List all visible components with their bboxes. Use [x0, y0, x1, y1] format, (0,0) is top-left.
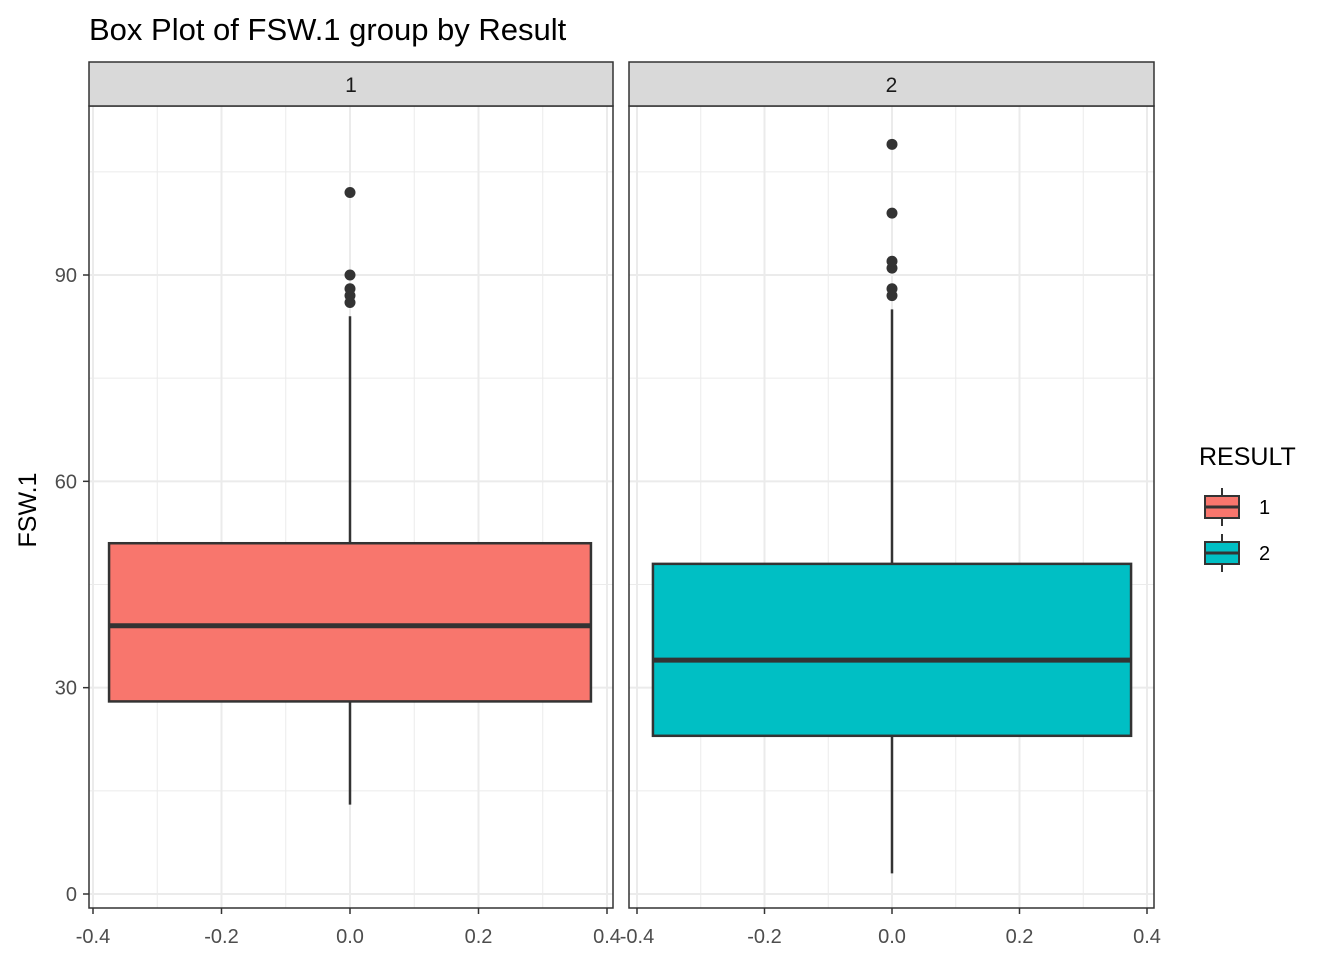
outlier-point — [886, 255, 898, 267]
y-axis-title: FSW.1 — [14, 472, 42, 547]
x-tick-label: -0.4 — [620, 926, 654, 948]
strip-background — [628, 61, 1155, 107]
legend-title: RESULT — [1199, 443, 1296, 471]
strip-label: 2 — [886, 74, 898, 97]
box-1 — [107, 541, 593, 703]
legend: RESULT 1 2 — [1199, 443, 1296, 572]
panel-2: 2 -0.4 -0.2 0.0 0.2 0.4 — [620, 61, 1161, 948]
y-tick-label: 90 — [55, 265, 77, 287]
x-tick-label: -0.2 — [204, 926, 238, 948]
y-tick-label: 60 — [55, 471, 77, 493]
outlier-point — [344, 186, 356, 198]
y-axis: 0 30 60 90 — [55, 265, 89, 906]
box-2 — [651, 562, 1133, 738]
legend-item-2: 2 — [1204, 534, 1270, 572]
legend-label: 2 — [1259, 543, 1270, 565]
x-tick-label: 0.4 — [1133, 926, 1161, 948]
outlier-point — [344, 269, 356, 281]
legend-item-1: 1 — [1204, 488, 1270, 526]
x-tick-label: 0.4 — [593, 926, 621, 948]
legend-label: 1 — [1259, 497, 1270, 519]
panel-1: 1 -0.4 -0.2 0.0 0.2 0.4 — [76, 61, 621, 948]
panels: 1 -0.4 -0.2 0.0 0.2 0.4 2 -0.4 -0.2 0.0 0.2 0.4 0 30 6… — [55, 61, 1161, 948]
x-tick-label: -0.4 — [76, 926, 110, 948]
x-tick-label: -0.2 — [747, 926, 781, 948]
x-tick-label: 0.0 — [336, 926, 364, 948]
x-tick-label: 0.2 — [1006, 926, 1034, 948]
x-tick-label: 0.2 — [465, 926, 493, 948]
outlier-point — [886, 207, 898, 219]
outlier-point — [886, 283, 898, 295]
x-tick-label: 0.0 — [878, 926, 906, 948]
strip-label: 1 — [345, 74, 357, 97]
chart-title: Box Plot of FSW.1 group by Result — [89, 12, 567, 47]
y-tick-label: 30 — [55, 678, 77, 700]
strip-background — [88, 61, 614, 107]
outlier-point — [344, 283, 356, 295]
y-tick-label: 0 — [66, 884, 77, 906]
outlier-point — [886, 138, 898, 150]
